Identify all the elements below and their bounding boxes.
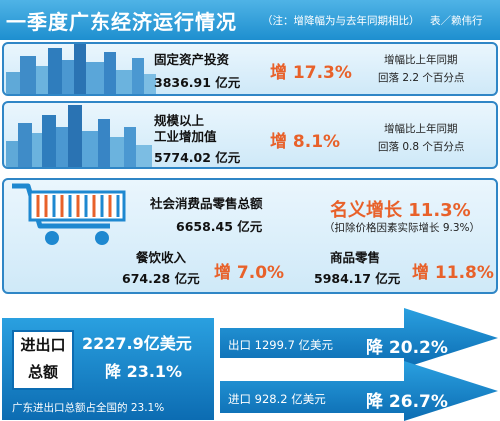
export-change: 降 20.2%	[366, 338, 448, 358]
factory-skyline-icon	[6, 105, 152, 167]
header-credit: 表／赖伟行	[430, 15, 483, 27]
trade-total: 2227.9亿美元	[82, 334, 192, 353]
trade-change: 降 23.1%	[105, 362, 183, 381]
fixed-assets-growth: 增 17.3%	[270, 63, 352, 83]
trade-share-note: 广东进出口总额占全国的 23.1%	[12, 402, 165, 414]
export-arrow	[220, 308, 498, 368]
trade-label: 进出口 总额	[12, 330, 74, 390]
trade-total-box: 进出口 总额 2227.9亿美元 降 23.1% 广东进出口总额占全国的 23.…	[2, 318, 214, 420]
retail-label: 社会消费品零售总额	[150, 196, 263, 211]
fixed-assets-label: 固定资产投资	[154, 52, 230, 67]
retail-panel: 社会消费品零售总额 6658.45 亿元 名义增长 11.3% （扣除价格因素实…	[2, 178, 498, 294]
catering-growth: 增 7.0%	[214, 263, 285, 283]
retail-value: 6658.45 亿元	[176, 219, 263, 234]
retail-growth: 名义增长 11.3%	[330, 200, 471, 221]
industry-remark-2: 回落 0.8 个百分点	[378, 141, 465, 153]
header-bar: 一季度广东经济运行情况 （注：增降幅为与去年同期相比） 表／赖伟行	[0, 0, 500, 40]
trade-label-1: 进出口	[20, 336, 66, 354]
import-text: 进口 928.2 亿美元	[228, 392, 326, 406]
city-skyline-icon	[6, 44, 156, 94]
industry-label-2: 工业增加值	[154, 129, 217, 144]
fixed-assets-panel: 固定资产投资 3836.91 亿元 增 17.3% 增幅比上年同期 回落 2.2…	[2, 42, 498, 96]
catering-value: 674.28 亿元	[122, 271, 200, 286]
industry-remark-1: 增幅比上年同期	[384, 123, 458, 135]
industry-growth: 增 8.1%	[270, 132, 341, 152]
page-title: 一季度广东经济运行情况	[6, 10, 237, 34]
goods-value: 5984.17 亿元	[314, 271, 401, 286]
goods-label: 商品零售	[330, 250, 381, 265]
fixed-assets-value: 3836.91 亿元	[154, 75, 241, 90]
trade-label-2: 总额	[27, 363, 58, 381]
import-change: 降 26.7%	[366, 392, 448, 412]
retail-real-note: （扣除价格因素实际增长 9.3%）	[324, 222, 481, 234]
import-arrow	[220, 361, 498, 421]
goods-growth: 增 11.8%	[412, 263, 494, 283]
industry-label-1: 规模以上	[154, 113, 205, 128]
fixed-assets-remark-2: 回落 2.2 个百分点	[378, 72, 465, 84]
shopping-cart-icon	[12, 183, 126, 245]
catering-label: 餐饮收入	[136, 250, 187, 265]
industry-value: 5774.02 亿元	[154, 150, 241, 165]
fixed-assets-remark-1: 增幅比上年同期	[384, 54, 458, 66]
industry-panel: 规模以上 工业增加值 5774.02 亿元 增 8.1% 增幅比上年同期 回落 …	[2, 101, 498, 169]
export-text: 出口 1299.7 亿美元	[228, 338, 334, 352]
header-note: （注：增降幅为与去年同期相比）	[262, 15, 420, 27]
